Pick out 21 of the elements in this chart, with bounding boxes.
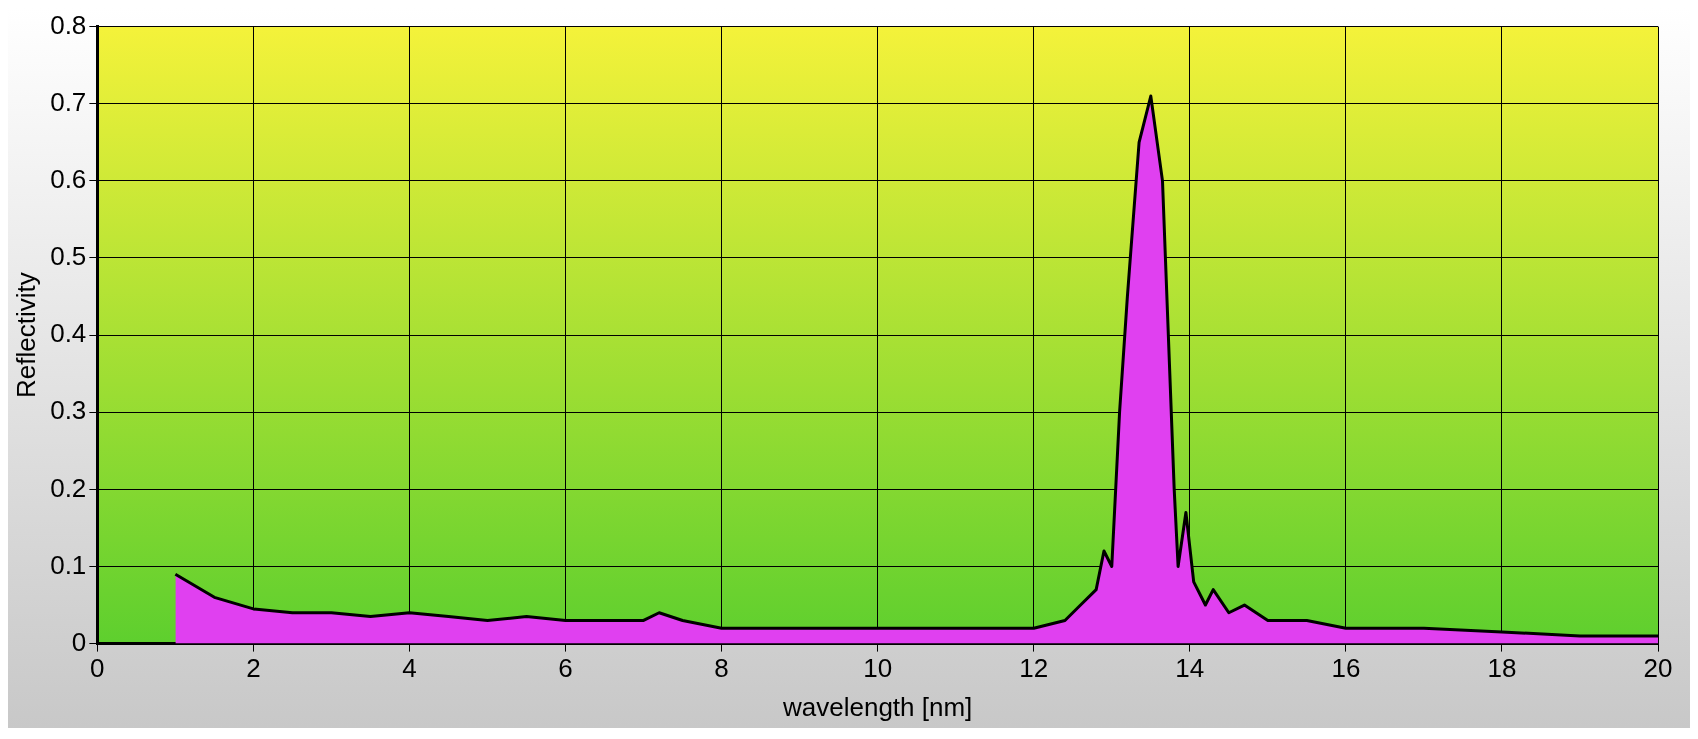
y-axis-title: Reflectivity: [10, 272, 41, 398]
x-tick-label: 6: [558, 653, 573, 684]
x-tick-label: 14: [1175, 653, 1205, 684]
y-tick-label: 0.4: [50, 318, 87, 349]
y-tick-label: 0.5: [50, 241, 87, 272]
y-tick-label: 0.1: [50, 549, 87, 580]
x-tick-label: 8: [714, 653, 729, 684]
x-tick-label: 16: [1331, 653, 1361, 684]
y-tick-label: 0.2: [50, 472, 87, 503]
x-tick-label: 2: [246, 653, 261, 684]
y-tick-label: 0.6: [50, 164, 87, 195]
x-tick-label: 12: [1019, 653, 1049, 684]
x-tick-label: 20: [1643, 653, 1673, 684]
x-tick-label: 10: [863, 653, 893, 684]
x-axis-title: wavelength [nm]: [782, 691, 973, 722]
y-tick-label: 0.3: [50, 395, 87, 426]
x-tick-label: 18: [1487, 653, 1517, 684]
x-tick-label: 4: [402, 653, 417, 684]
y-tick-label: 0.7: [50, 86, 87, 117]
y-tick-label: 0.8: [50, 9, 87, 40]
y-tick-label: 0: [71, 626, 87, 657]
